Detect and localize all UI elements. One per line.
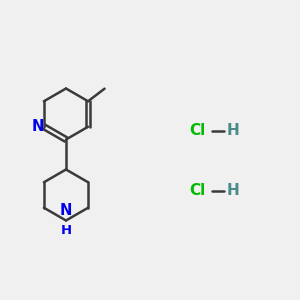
- Text: Cl: Cl: [189, 183, 205, 198]
- Text: N: N: [31, 119, 44, 134]
- Text: H: H: [226, 123, 239, 138]
- Text: N: N: [60, 203, 72, 218]
- Text: H: H: [226, 183, 239, 198]
- Text: Cl: Cl: [189, 123, 205, 138]
- Text: H: H: [60, 224, 72, 237]
